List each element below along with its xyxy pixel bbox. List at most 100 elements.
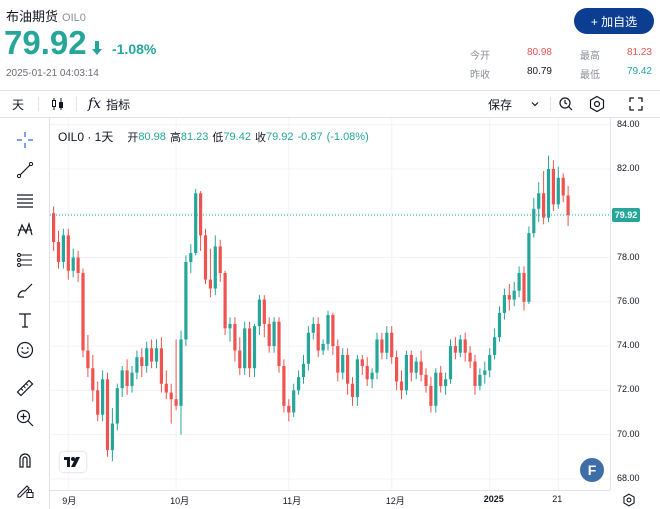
candle-body xyxy=(125,370,129,386)
candle-body xyxy=(194,193,198,254)
stat-low-label: 最低 xyxy=(580,70,600,81)
candle-body xyxy=(502,295,506,313)
drawing-toolbar xyxy=(0,118,50,509)
stat-high-value: 81.23 xyxy=(626,47,652,58)
y-tick-label: 84.00 xyxy=(617,118,640,129)
candle-body xyxy=(360,359,364,366)
candle-body xyxy=(311,323,315,333)
chart-toolbar: 天 fx 指标 保存 xyxy=(0,90,660,118)
function-icon: fx xyxy=(88,96,102,112)
quote-timestamp: 2025-01-21 04:03:14 xyxy=(6,68,99,79)
candle-body xyxy=(355,359,359,397)
gear-icon xyxy=(589,95,605,113)
candle-body xyxy=(463,339,467,353)
tradingview-logo[interactable] xyxy=(60,452,86,472)
candle-body xyxy=(71,257,75,271)
candle-body xyxy=(434,372,438,406)
pencil-lock-icon xyxy=(17,485,34,498)
candle-body xyxy=(238,350,242,369)
candle-body xyxy=(444,379,448,386)
emoji-tool[interactable] xyxy=(12,338,38,362)
candle-body xyxy=(101,379,105,415)
indicators-button[interactable]: fx 指标 xyxy=(88,91,130,117)
x-tick-label: 9月 xyxy=(62,496,77,506)
candle-body xyxy=(390,332,394,358)
price-axis[interactable]: 84.0082.0080.0078.0076.0074.0072.0070.00… xyxy=(610,118,660,490)
zoom-tool[interactable] xyxy=(12,406,38,430)
quick-search-button[interactable] xyxy=(558,91,574,117)
x-tick-label: 21 xyxy=(552,494,563,504)
forecast-tool[interactable] xyxy=(12,248,38,272)
price-chart[interactable] xyxy=(50,118,610,490)
interval-button[interactable]: 天 xyxy=(12,97,25,112)
candle-body xyxy=(287,405,291,413)
crosshair-tool[interactable] xyxy=(12,128,38,152)
lock-drawings-tool[interactable] xyxy=(12,478,38,502)
save-button[interactable]: 保存 xyxy=(488,91,540,117)
arrow-down-icon xyxy=(92,41,102,55)
f-badge-icon[interactable]: F xyxy=(580,458,604,482)
candle-body xyxy=(488,354,492,371)
candle-body xyxy=(517,273,521,291)
candle-body xyxy=(96,390,100,415)
candle-body xyxy=(115,388,119,424)
trend-line-tool[interactable] xyxy=(12,158,38,182)
add-watchlist-button[interactable]: + 加自选 xyxy=(574,8,654,34)
candle-body xyxy=(272,321,276,347)
ruler-icon xyxy=(16,379,34,397)
candle-body xyxy=(404,354,408,391)
measure-tool[interactable] xyxy=(12,376,38,400)
magnet-tool[interactable] xyxy=(12,448,38,472)
indicators-label: 指标 xyxy=(106,97,131,112)
text-tool[interactable] xyxy=(12,308,38,332)
last-price-label: 79.92 xyxy=(612,207,640,222)
candle-body xyxy=(105,379,110,451)
instrument-name: 布油期货 xyxy=(6,9,59,24)
candle-body xyxy=(419,361,423,375)
pattern-tool[interactable] xyxy=(12,218,38,242)
save-label: 保存 xyxy=(488,97,513,112)
time-axis[interactable]: 9月 10月 11月 12月 2025 21 xyxy=(50,490,635,509)
candle-body xyxy=(243,328,247,369)
brush-icon xyxy=(17,283,33,298)
candle-body xyxy=(203,235,208,280)
y-tick-label: 82.00 xyxy=(617,162,640,173)
stat-high: 最高 81.23 xyxy=(580,47,652,62)
horizontal-lines-icon xyxy=(17,194,33,208)
candle-body xyxy=(174,399,178,406)
candle-body xyxy=(350,383,355,397)
magnet-icon xyxy=(19,453,31,468)
candle-body xyxy=(556,177,560,205)
brush-tool[interactable] xyxy=(12,278,38,302)
candle-body xyxy=(399,381,404,391)
candle-body xyxy=(546,168,551,218)
fib-tool[interactable] xyxy=(12,188,38,212)
candle-body xyxy=(110,423,114,451)
candle-body xyxy=(228,323,232,329)
stat-prev-close: 昨收 80.79 xyxy=(470,66,552,81)
legend-high: 81.23 xyxy=(180,130,209,143)
candle-body xyxy=(267,323,271,347)
legend-high-label: 高 xyxy=(169,131,181,144)
legend-change-pct: (-1.08%) xyxy=(326,130,369,143)
candle-body xyxy=(551,168,555,205)
stat-prev-label: 昨收 xyxy=(470,70,490,81)
candle-body xyxy=(145,348,149,366)
candle-body xyxy=(208,279,212,289)
candle-body xyxy=(370,372,374,380)
candle-body xyxy=(316,323,320,351)
candle-body xyxy=(561,177,565,196)
zoom-clock-icon xyxy=(559,97,573,111)
candle-style-button[interactable] xyxy=(50,91,66,117)
stat-prev-value: 80.79 xyxy=(526,66,552,77)
candle-body xyxy=(336,346,340,373)
gear-icon[interactable] xyxy=(622,493,636,507)
toolbar-divider xyxy=(76,97,77,111)
settings-button[interactable] xyxy=(588,91,606,117)
fullscreen-button[interactable] xyxy=(628,91,644,117)
toolbar-divider xyxy=(38,97,39,111)
candle-body xyxy=(252,326,257,369)
y-tick-label: 70.00 xyxy=(617,428,640,439)
toolbar-divider xyxy=(550,97,551,111)
candle-body xyxy=(218,246,222,273)
